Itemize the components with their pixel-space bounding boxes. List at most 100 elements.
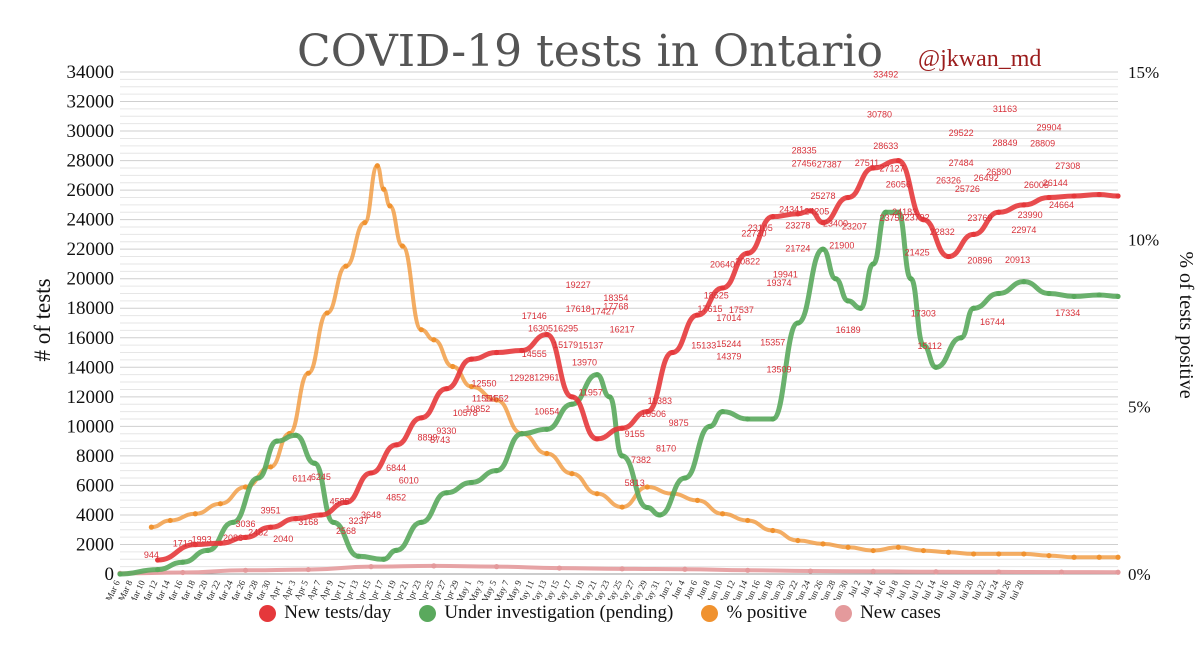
series-point bbox=[971, 551, 977, 557]
data-label: 17014 bbox=[716, 313, 741, 323]
data-label: 17768 bbox=[603, 302, 628, 312]
legend-item-pending: Under investigation (pending) bbox=[419, 602, 673, 624]
series-point bbox=[393, 547, 399, 553]
series-point bbox=[431, 563, 437, 569]
series-line bbox=[118, 563, 1120, 576]
series-point bbox=[311, 460, 318, 466]
data-label: 9330 bbox=[436, 426, 456, 436]
series-point bbox=[374, 163, 380, 169]
y-tick-label: 12000 bbox=[67, 387, 115, 408]
series-layer bbox=[117, 157, 1121, 577]
series-point bbox=[205, 547, 211, 553]
data-label: 8170 bbox=[656, 443, 676, 453]
series-point bbox=[1115, 554, 1121, 560]
y2-tick-label: 0% bbox=[1128, 565, 1151, 584]
data-label: 16744 bbox=[980, 317, 1005, 327]
series-point bbox=[807, 568, 814, 574]
series-point bbox=[933, 569, 939, 575]
y-tick-label: 4000 bbox=[76, 505, 114, 526]
series-point bbox=[192, 541, 198, 548]
series-point bbox=[1115, 569, 1121, 575]
series-point bbox=[895, 157, 901, 164]
series-point bbox=[324, 310, 330, 316]
series-point bbox=[494, 564, 500, 570]
series-point bbox=[945, 549, 952, 555]
data-label: 12928 bbox=[509, 373, 534, 383]
series-point bbox=[450, 363, 456, 370]
series-point bbox=[355, 553, 362, 559]
data-label: 19374 bbox=[767, 278, 792, 288]
data-label: 27387 bbox=[817, 160, 842, 170]
data-label: 10506 bbox=[641, 409, 666, 419]
data-label: 24341 bbox=[779, 205, 804, 215]
data-label: 4852 bbox=[386, 492, 406, 502]
y-tick-label: 28000 bbox=[67, 151, 115, 172]
data-label: 16305 bbox=[528, 323, 553, 333]
data-label: 26326 bbox=[936, 175, 961, 185]
series-point bbox=[1096, 191, 1102, 198]
series-point bbox=[870, 547, 876, 554]
y-tick-label: 6000 bbox=[76, 475, 114, 496]
series-point bbox=[180, 559, 186, 565]
legend-label-pending: Under investigation (pending) bbox=[444, 602, 674, 623]
series-point bbox=[242, 567, 249, 573]
series-point bbox=[920, 217, 927, 223]
series-point bbox=[1046, 552, 1052, 559]
data-label: 23278 bbox=[785, 220, 810, 230]
series-point bbox=[418, 415, 424, 421]
series-point bbox=[870, 568, 876, 574]
data-label: 11383 bbox=[648, 396, 672, 406]
series-point bbox=[820, 220, 826, 226]
series-point bbox=[494, 468, 500, 474]
series-point bbox=[895, 544, 901, 550]
y-tick-label: 32000 bbox=[67, 92, 115, 113]
series-point bbox=[719, 285, 726, 291]
series-point bbox=[343, 263, 349, 269]
series-point bbox=[192, 511, 198, 517]
series-point bbox=[1021, 551, 1027, 557]
data-label: 19227 bbox=[566, 280, 591, 290]
series-point bbox=[1046, 290, 1052, 297]
y-tick-label: 30000 bbox=[67, 121, 115, 142]
series-point bbox=[362, 220, 368, 226]
data-label: 9155 bbox=[625, 429, 645, 439]
y2-axis-label: % of tests positive bbox=[1175, 251, 1197, 398]
data-label: 28849 bbox=[993, 138, 1018, 148]
series-point bbox=[343, 499, 349, 505]
data-label: 14555 bbox=[522, 349, 547, 359]
data-label: 27127 bbox=[880, 163, 905, 173]
data-label: 23105 bbox=[748, 223, 773, 233]
data-label: 15179 bbox=[553, 340, 578, 350]
data-label: 12550 bbox=[472, 379, 497, 389]
legend-label-positive: % positive bbox=[726, 602, 808, 623]
series-point bbox=[644, 504, 650, 511]
legend-label-new-tests: New tests/day bbox=[284, 602, 392, 623]
series-point bbox=[217, 540, 224, 546]
data-label: 2482 bbox=[248, 527, 268, 537]
data-label: 9875 bbox=[669, 418, 689, 428]
series-point bbox=[494, 397, 500, 403]
series-point bbox=[707, 423, 713, 429]
data-label: 29522 bbox=[949, 128, 974, 138]
data-label: 26492 bbox=[974, 173, 999, 183]
grid-lines bbox=[120, 71, 1118, 575]
y-tick-label: 0 bbox=[105, 564, 115, 585]
data-label: 8743 bbox=[430, 435, 450, 445]
series-point bbox=[745, 567, 751, 573]
series-point bbox=[820, 246, 826, 252]
series-point bbox=[519, 347, 525, 354]
data-label: 17427 bbox=[591, 307, 616, 317]
data-label: 15357 bbox=[760, 337, 785, 347]
y-tick-label: 18000 bbox=[67, 298, 115, 319]
data-label: 33492 bbox=[873, 70, 898, 80]
series-point bbox=[958, 335, 964, 341]
series-line bbox=[149, 163, 1120, 560]
series-point bbox=[920, 342, 927, 348]
data-label: 16189 bbox=[836, 325, 861, 335]
series-point bbox=[682, 475, 688, 481]
data-label: 17618 bbox=[566, 304, 591, 314]
data-label: 2568 bbox=[336, 526, 356, 536]
series-point bbox=[1071, 293, 1077, 300]
data-label: 944 bbox=[144, 550, 159, 560]
